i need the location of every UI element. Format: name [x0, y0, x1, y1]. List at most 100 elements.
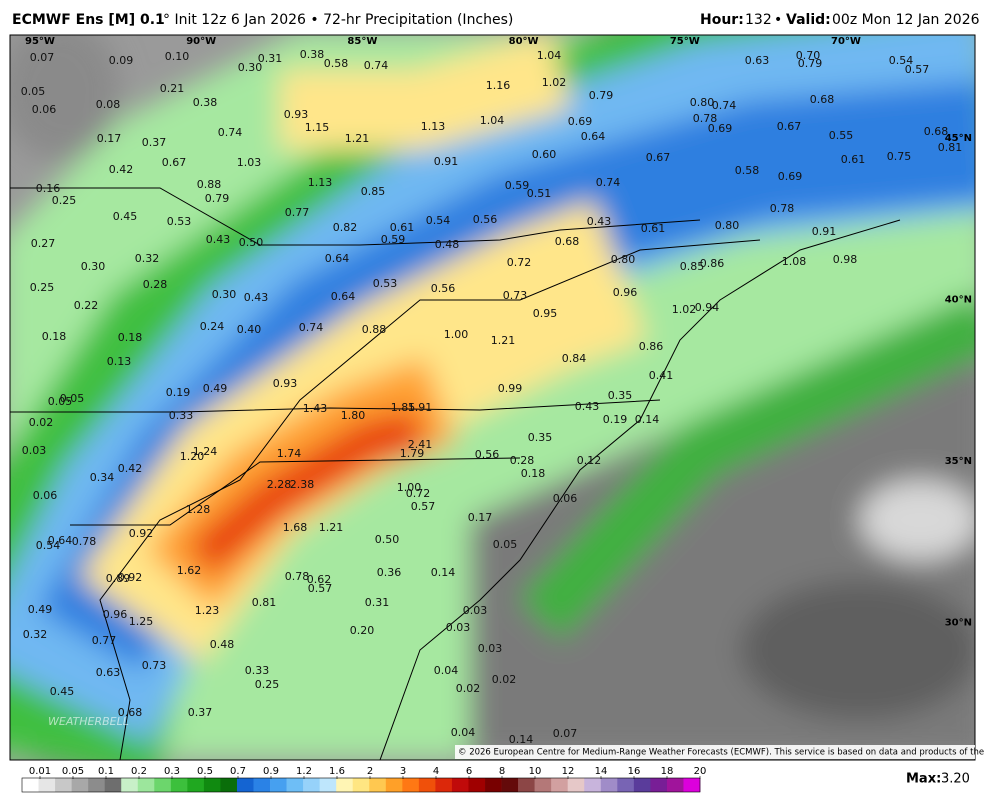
- point-value: 0.69: [708, 122, 733, 135]
- colorbar-tick-label: 8: [499, 766, 505, 777]
- point-value: 2.38: [290, 478, 315, 491]
- point-value: 0.77: [92, 634, 117, 647]
- point-value: 0.37: [142, 136, 167, 149]
- point-value: 0.96: [613, 286, 638, 299]
- point-value: 0.38: [193, 96, 218, 109]
- logo: WEATHERBELL: [48, 715, 129, 728]
- point-value: 0.67: [162, 156, 187, 169]
- colorbar-tick-label: 10: [529, 766, 542, 777]
- point-value: 0.45: [50, 685, 75, 698]
- point-value: 0.86: [700, 257, 725, 270]
- point-value: 1.79: [400, 447, 425, 460]
- point-value: 0.10: [165, 50, 190, 63]
- point-value: 0.48: [210, 638, 235, 651]
- point-value: 0.37: [188, 706, 213, 719]
- point-value: 0.43: [587, 215, 612, 228]
- point-value: 0.30: [212, 288, 237, 301]
- point-value: 0.68: [118, 706, 143, 719]
- colorbar-swatch: [468, 778, 486, 792]
- colorbar-swatch: [683, 778, 701, 792]
- point-value: 0.24: [200, 320, 225, 333]
- point-value: 0.80: [690, 96, 715, 109]
- colorbar-swatch: [584, 778, 602, 792]
- point-value: 0.17: [468, 511, 493, 524]
- point-value: 1.24: [193, 445, 218, 458]
- point-value: 0.59: [381, 233, 406, 246]
- point-value: 0.40: [237, 323, 262, 336]
- point-value: 1.28: [186, 503, 211, 516]
- colorbar-swatch: [253, 778, 271, 792]
- point-value: 0.85: [361, 185, 386, 198]
- subtitle: ° Init 12z 6 Jan 2026 • 72-hr Precipitat…: [163, 12, 513, 28]
- point-value: 0.81: [938, 141, 963, 154]
- colorbar-tick-label: 1.6: [329, 766, 345, 777]
- point-value: 0.80: [715, 219, 740, 232]
- point-value: 0.67: [777, 120, 802, 133]
- valid-time: 00z Mon 12 Jan 2026: [832, 12, 980, 28]
- colorbar-swatch: [551, 778, 569, 792]
- point-value: 0.57: [905, 63, 930, 76]
- point-value: 0.74: [299, 321, 324, 334]
- point-value: 0.74: [712, 99, 737, 112]
- hour: 132: [745, 12, 772, 28]
- point-value: 0.53: [373, 277, 398, 290]
- point-value: 0.91: [434, 155, 459, 168]
- point-value: 0.53: [167, 215, 192, 228]
- point-value: 0.06: [33, 489, 58, 502]
- colorbar-swatch: [369, 778, 387, 792]
- point-value: 0.63: [96, 666, 121, 679]
- max-value: 3.20: [941, 772, 970, 787]
- point-value: 0.73: [142, 659, 167, 672]
- colorbar-swatch: [236, 778, 254, 792]
- colorbar-swatch: [154, 778, 172, 792]
- longitude-label: 70°W: [831, 36, 861, 47]
- colorbar-tick-label: 0.05: [62, 766, 84, 777]
- point-value: 0.27: [31, 237, 56, 250]
- latitude-label: 45°N: [945, 133, 972, 144]
- point-value: 0.56: [431, 282, 456, 295]
- longitude-label: 80°W: [509, 36, 539, 47]
- colorbar-tick-label: 3: [400, 766, 406, 777]
- point-value: 0.04: [451, 726, 476, 739]
- point-value: 1.74: [277, 447, 302, 460]
- point-value: 0.06: [32, 103, 57, 116]
- point-value: 0.92: [129, 527, 154, 540]
- colorbar-swatch: [633, 778, 651, 792]
- point-value: 0.03: [463, 604, 488, 617]
- separator: •: [774, 12, 782, 28]
- point-value: 0.30: [81, 260, 106, 273]
- colorbar-swatch: [650, 778, 668, 792]
- copyright: © 2026 European Centre for Medium-Range …: [458, 748, 984, 758]
- colorbar-tick-label: 20: [694, 766, 707, 777]
- longitude-label: 75°W: [670, 36, 700, 47]
- point-value: 0.62: [307, 573, 332, 586]
- point-value: 0.18: [42, 330, 67, 343]
- point-value: 0.54: [889, 54, 914, 67]
- colorbar-tick-label: 4: [433, 766, 439, 777]
- point-value: 0.43: [206, 233, 231, 246]
- hour-label: Hour:: [700, 12, 744, 28]
- point-value: 0.69: [568, 115, 593, 128]
- point-value: 0.92: [118, 571, 143, 584]
- point-value: 1.43: [303, 402, 328, 415]
- colorbar-swatch: [600, 778, 618, 792]
- colorbar-swatch: [518, 778, 535, 792]
- point-value: 0.38: [300, 48, 325, 61]
- point-value: 0.14: [431, 566, 456, 579]
- point-value: 0.04: [434, 664, 459, 677]
- point-value: 0.43: [244, 291, 269, 304]
- colorbar-swatch: [501, 778, 519, 792]
- point-value: 0.49: [203, 382, 228, 395]
- point-value: 0.09: [109, 54, 134, 67]
- colorbar-tick-label: 18: [661, 766, 674, 777]
- point-value: 0.64: [325, 252, 350, 265]
- point-value: 0.25: [30, 281, 55, 294]
- point-value: 0.79: [589, 89, 614, 102]
- point-value: 0.79: [205, 192, 230, 205]
- point-value: 1.00: [397, 481, 422, 494]
- point-value: 0.63: [745, 54, 770, 67]
- point-value: 1.68: [283, 521, 308, 534]
- point-value: 0.35: [528, 431, 553, 444]
- max-label: Max:: [906, 772, 941, 787]
